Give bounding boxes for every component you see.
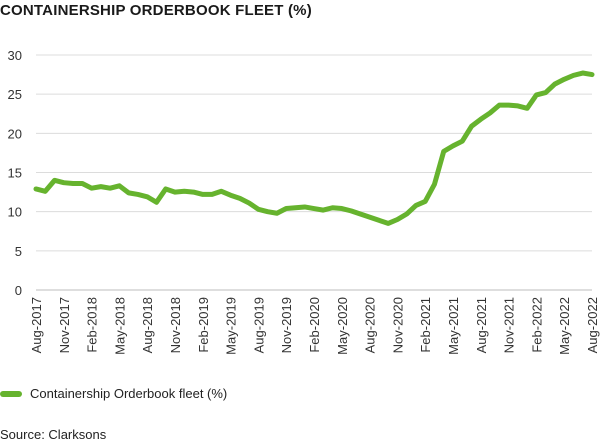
x-tick-label: Feb-2019 xyxy=(196,297,211,353)
y-tick-label: 15 xyxy=(8,166,22,181)
x-tick-label: Feb-2018 xyxy=(85,297,100,353)
y-tick-label: 20 xyxy=(8,126,22,141)
legend-swatch xyxy=(0,390,22,397)
x-tick-label: Aug-2022 xyxy=(585,297,600,353)
series-line-containership-orderbook xyxy=(33,70,595,226)
x-tick-label: Nov-2018 xyxy=(168,297,183,353)
x-tick-label: Nov-2021 xyxy=(502,297,517,353)
y-tick-label: 10 xyxy=(8,205,22,220)
x-tick-label: Aug-2019 xyxy=(251,297,266,353)
line-chart: 0 5 10 15 20 25 30 Aug-2017 Nov-2017 Feb-2018 May… xyxy=(8,48,600,355)
x-tick-label: Nov-2017 xyxy=(57,297,72,353)
source-note: Source: Clarksons xyxy=(0,427,107,442)
x-tick-label: May-2018 xyxy=(112,297,127,355)
x-tick-label: Aug-2018 xyxy=(140,297,155,353)
legend: Containership Orderbook fleet (%) xyxy=(0,386,227,401)
grid-lines xyxy=(36,54,592,291)
chart-title: CONTAINERSHIP ORDERBOOK FLEET (%) xyxy=(0,2,312,19)
x-tick-label: Feb-2021 xyxy=(418,297,433,353)
y-tick-label: 0 xyxy=(15,283,22,298)
x-tick-label: Feb-2022 xyxy=(529,297,544,353)
x-tick-label: Aug-2017 xyxy=(29,297,44,353)
x-tick-label: Feb-2020 xyxy=(307,297,322,353)
x-tick-label: May-2021 xyxy=(446,297,461,355)
y-tick-label: 30 xyxy=(8,48,22,63)
x-tick-label: May-2019 xyxy=(224,297,239,355)
x-tick-label: May-2020 xyxy=(335,297,350,355)
x-tick-label: Aug-2020 xyxy=(363,297,378,353)
y-tick-label: 5 xyxy=(15,244,22,259)
y-axis-ticks: 0 5 10 15 20 25 30 xyxy=(8,48,22,298)
x-tick-label: Aug-2021 xyxy=(474,297,489,353)
x-tick-label: May-2022 xyxy=(557,297,572,355)
x-tick-label: Nov-2019 xyxy=(279,297,294,353)
y-tick-label: 25 xyxy=(8,87,22,102)
x-tick-label: Nov-2020 xyxy=(390,297,405,353)
x-axis-ticks: Aug-2017 Nov-2017 Feb-2018 May-2018 Aug-2018… xyxy=(29,297,600,355)
legend-label: Containership Orderbook fleet (%) xyxy=(30,386,228,401)
series-layer xyxy=(33,70,595,226)
